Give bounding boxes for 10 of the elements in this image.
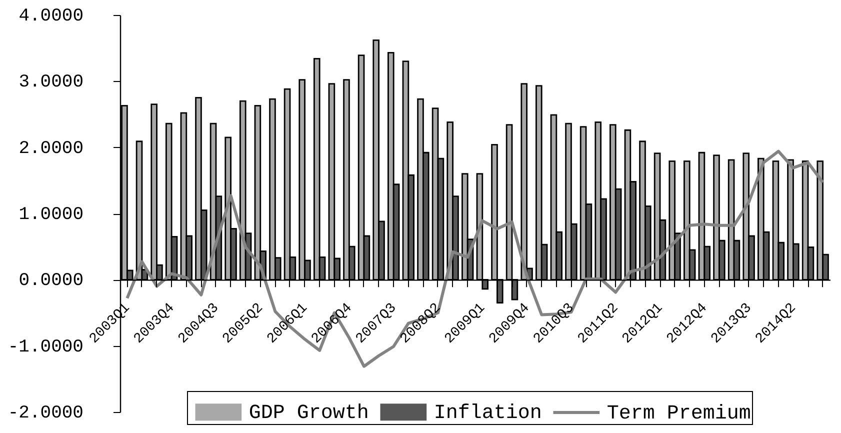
- legend-label: GDP Growth: [248, 402, 369, 426]
- legend-label: Inflation: [434, 402, 542, 426]
- y-tick-label: 0.0000: [18, 271, 84, 292]
- y-tick-label: 2.0000: [18, 138, 84, 159]
- y-tick-label: 4.0000: [18, 6, 84, 26]
- y-tick-label: -2.0000: [8, 404, 84, 424]
- legend-label: Term Premium: [606, 402, 751, 426]
- y-tick-label: 3.0000: [18, 72, 84, 93]
- y-tick-label: -1.0000: [8, 337, 84, 358]
- y-tick-label: 1.0000: [18, 205, 84, 225]
